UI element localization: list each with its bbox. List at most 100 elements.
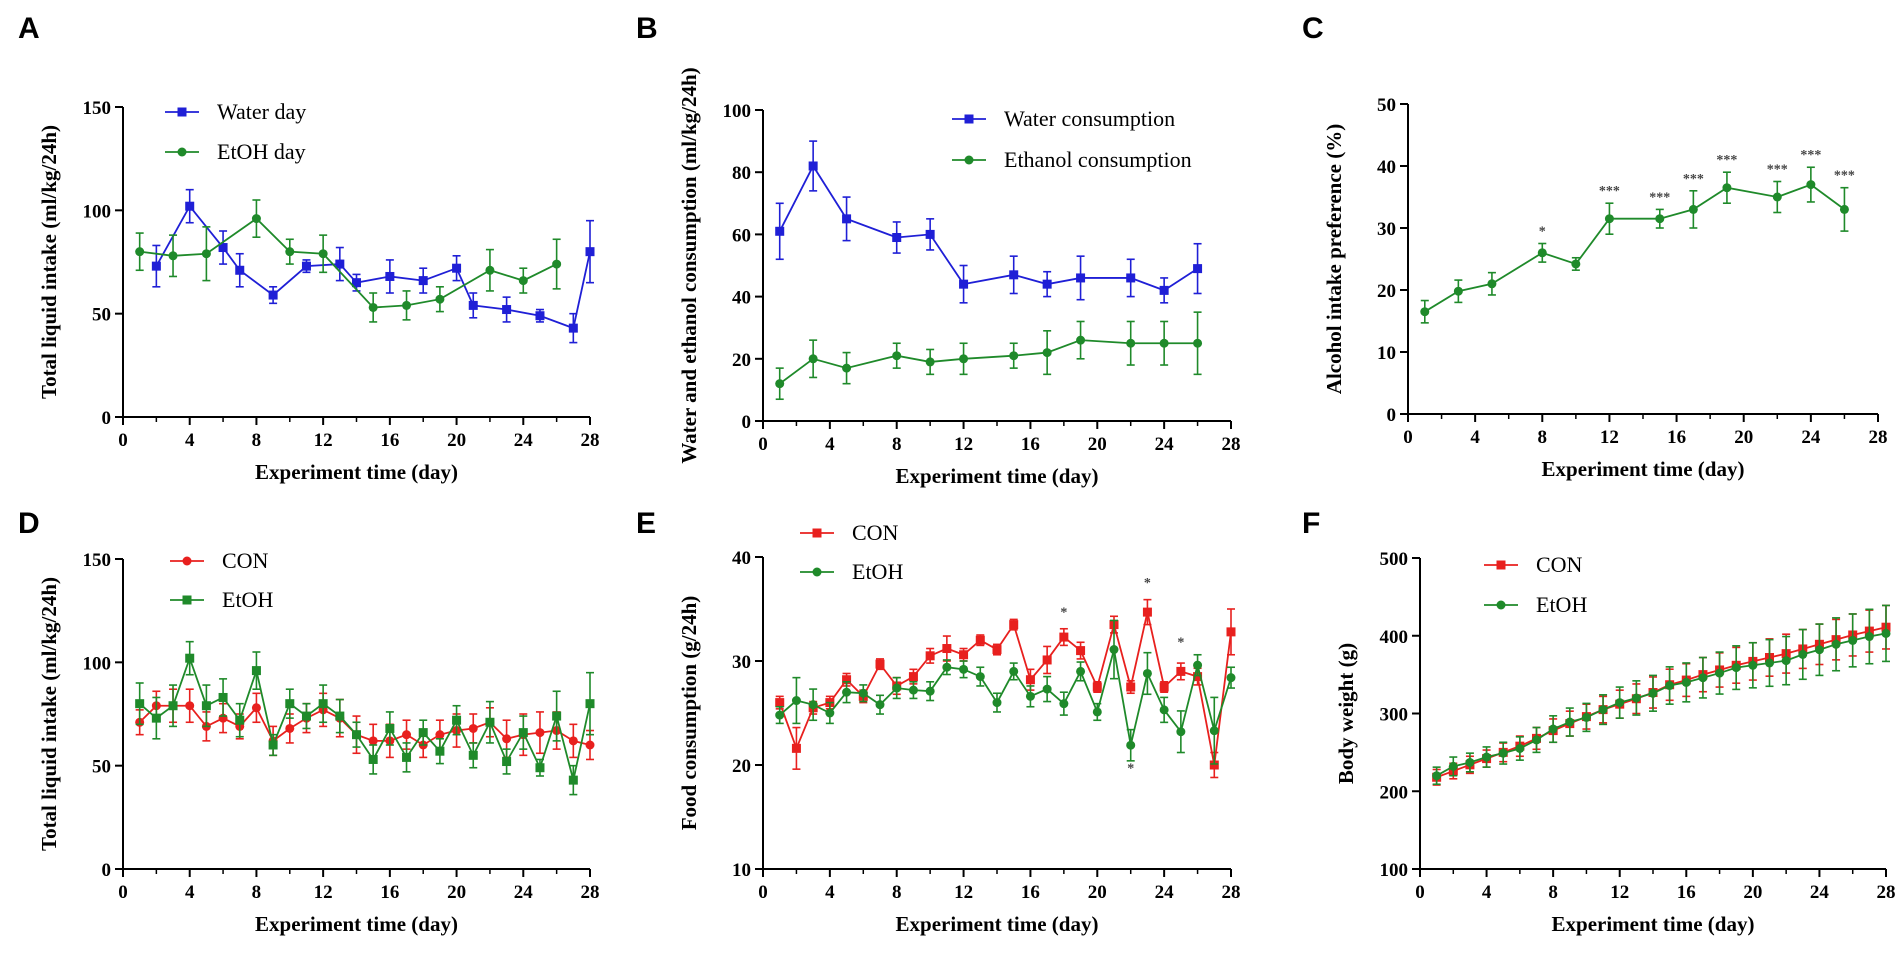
data-point xyxy=(1159,285,1169,295)
chart-panel-f: F 0 4 8 12 16 20 24 28 100 200 300 400 500 Experiment … xyxy=(1302,507,1896,936)
data-point xyxy=(1498,748,1508,758)
x-tick-label: 16 xyxy=(380,882,399,903)
series-etoh xyxy=(1432,604,1891,786)
data-point xyxy=(892,351,902,361)
data-point xyxy=(1193,338,1203,348)
data-point xyxy=(908,672,918,682)
data-point xyxy=(502,734,512,744)
series-water-consumption xyxy=(775,140,1203,304)
data-point xyxy=(368,736,378,746)
data-point xyxy=(925,651,935,661)
y-tick-label: 50 xyxy=(1377,95,1396,116)
y-tick-label: 500 xyxy=(1380,549,1409,570)
data-point xyxy=(1487,279,1497,289)
y-tick-label: 100 xyxy=(83,201,112,222)
significance-star: *** xyxy=(1716,153,1737,168)
data-point xyxy=(1176,666,1186,676)
y-tick-label: 10 xyxy=(732,860,751,881)
legend-entry: CON xyxy=(1484,552,1583,577)
data-point xyxy=(352,278,361,288)
series-line xyxy=(139,655,591,781)
data-point xyxy=(1076,666,1086,676)
data-point xyxy=(942,644,952,654)
data-point xyxy=(552,259,562,269)
data-point xyxy=(791,696,801,706)
panel-letter: A xyxy=(18,12,40,45)
legend-label: Ethanol consumption xyxy=(1004,147,1192,172)
legend-label: CON xyxy=(1536,552,1583,577)
y-tick-label: 60 xyxy=(732,225,751,246)
data-point xyxy=(185,701,195,711)
data-point xyxy=(858,688,868,698)
y-tick-label: 100 xyxy=(83,653,112,674)
x-tick-label: 12 xyxy=(1600,427,1619,448)
y-tick-label: 40 xyxy=(732,288,751,309)
data-point xyxy=(1126,273,1136,283)
significance-star: *** xyxy=(1683,172,1704,187)
x-tick-label: 20 xyxy=(447,882,466,903)
data-point xyxy=(251,703,261,713)
y-tick-label: 20 xyxy=(1377,281,1396,302)
data-point xyxy=(502,305,512,315)
x-tick-label: 0 xyxy=(1415,882,1425,903)
data-point xyxy=(1193,264,1203,274)
legend-marker xyxy=(182,595,192,605)
y-tick-label: 10 xyxy=(1377,343,1396,364)
data-point xyxy=(1848,635,1858,645)
data-point xyxy=(842,214,852,224)
y-tick-label: 400 xyxy=(1380,627,1409,648)
series-line xyxy=(1424,183,1845,313)
panel-letter: D xyxy=(18,507,40,540)
data-point xyxy=(485,265,495,275)
series-line xyxy=(1436,632,1887,777)
data-point xyxy=(318,249,328,259)
data-point xyxy=(775,710,785,720)
legend-marker xyxy=(964,155,974,165)
data-point xyxy=(1772,192,1782,202)
legend-marker xyxy=(1496,560,1506,570)
x-tick-label: 4 xyxy=(825,882,835,903)
data-point xyxy=(1420,307,1430,317)
data-point xyxy=(1159,705,1169,715)
legend-label: EtOH day xyxy=(217,139,306,164)
data-point xyxy=(992,698,1002,708)
x-axis-title: Experiment time (day) xyxy=(255,912,458,936)
data-point xyxy=(1059,632,1069,642)
data-point xyxy=(452,715,462,725)
legend-label: CON xyxy=(852,520,899,545)
data-point xyxy=(1009,666,1019,676)
x-tick-label: 16 xyxy=(1021,882,1040,903)
data-point xyxy=(1748,660,1758,670)
data-point xyxy=(1126,740,1136,750)
series-line xyxy=(779,649,1232,746)
data-point xyxy=(1448,761,1458,771)
data-point xyxy=(402,752,412,762)
chart-panel-c: C 0 4 8 12 16 20 24 28 0 10 20 30 40 50 Experiment time… xyxy=(1302,12,1888,481)
data-point xyxy=(892,233,902,243)
legend-label: EtOH xyxy=(1536,592,1587,617)
data-point xyxy=(1698,673,1708,683)
significance-star: *** xyxy=(1599,184,1620,199)
x-tick-label: 0 xyxy=(118,430,128,451)
x-tick-label: 0 xyxy=(758,434,768,455)
data-point xyxy=(1025,691,1035,701)
y-tick-label: 50 xyxy=(92,305,111,326)
x-axis-title: Experiment time (day) xyxy=(1542,457,1745,481)
legend-entry: CON xyxy=(170,548,269,573)
data-point xyxy=(1176,727,1186,737)
data-point xyxy=(1565,717,1575,727)
data-point xyxy=(1076,335,1086,345)
data-point xyxy=(1193,660,1203,670)
x-tick-label: 20 xyxy=(1743,882,1762,903)
data-point xyxy=(1581,712,1591,722)
data-point xyxy=(201,249,211,259)
data-point xyxy=(825,708,835,718)
y-axis-title: Body weight (g) xyxy=(1334,643,1358,784)
legend-marker xyxy=(182,556,192,566)
chart-panel-e: E 0 4 8 12 16 20 24 28 10 20 30 40 Experiment time (d… xyxy=(636,507,1241,936)
data-point xyxy=(1009,351,1019,361)
data-point xyxy=(1092,707,1102,717)
series-line xyxy=(139,704,591,747)
data-point xyxy=(235,265,245,275)
